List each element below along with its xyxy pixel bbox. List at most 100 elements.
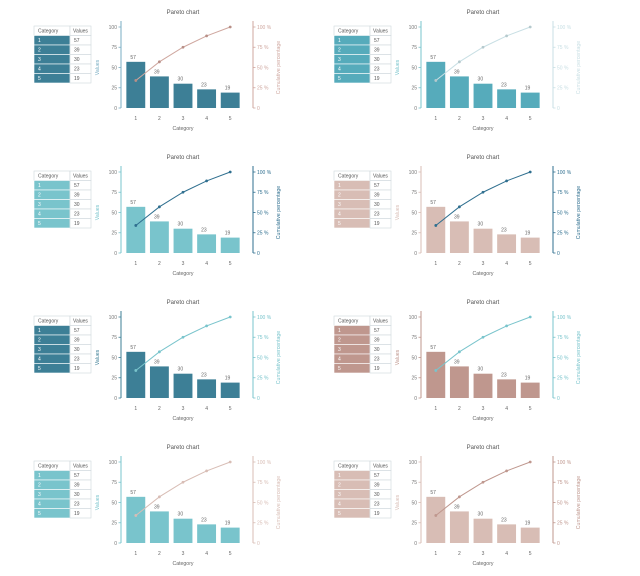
y2-tick-label: 50 % (557, 65, 569, 71)
chart-title: Pareto chart (167, 300, 200, 306)
bar-value-label: 30 (478, 77, 484, 83)
y2-axis-label: Cumulative percentage (576, 186, 582, 239)
y2-tick-label: 75 % (557, 190, 569, 196)
table-value-label: 23 (74, 212, 80, 218)
data-table: Category Values 1 57 2 39 3 30 4 23 5 19 (333, 460, 392, 519)
bar-value-label: 23 (201, 227, 207, 233)
bar-value-label: 23 (501, 82, 507, 88)
y2-tick-label: 0 (257, 251, 260, 257)
bar (197, 379, 217, 398)
cumulative-point (505, 179, 508, 183)
x-axis-label: Category (472, 561, 493, 567)
bar (149, 511, 169, 543)
y2-tick-label: 50 % (257, 355, 269, 361)
chart-title: Pareto chart (167, 10, 200, 16)
x-axis-label: Category (172, 561, 193, 567)
cumulative-line (435, 316, 531, 371)
y-tick-label: 100 (409, 460, 418, 466)
y-tick-label: 50 (111, 500, 117, 506)
table-category-label: 2 (38, 48, 41, 54)
bar (449, 221, 469, 253)
table-header-values: Values (373, 174, 388, 180)
y2-tick-label: 25 % (557, 231, 569, 237)
table-value-label: 19 (74, 366, 80, 372)
table-value-cell (69, 218, 92, 229)
table-value-label: 19 (74, 511, 80, 517)
y2-axis-label: Cumulative percentage (276, 476, 282, 529)
y-axis-label: Values (395, 349, 401, 365)
table-value-label: 23 (74, 67, 80, 73)
table-category-label: 3 (338, 347, 341, 353)
y2-tick-label: 50 % (557, 500, 569, 506)
bar (149, 366, 169, 398)
table-value-label: 19 (374, 221, 380, 227)
y2-tick-label: 100 % (557, 170, 572, 176)
bar-value-label: 57 (130, 345, 136, 351)
data-table: Category Values 1 57 2 39 3 30 4 23 5 19 (333, 170, 392, 229)
y-tick-label: 75 (411, 480, 417, 486)
table-value-label: 57 (374, 328, 380, 334)
y2-tick-label: 75 % (257, 45, 269, 51)
data-table: Category Values 1 57 2 39 3 30 4 23 5 19 (33, 460, 92, 519)
bar-value-label: 30 (178, 77, 184, 83)
cumulative-point (434, 224, 438, 227)
y-tick-label: 75 (111, 480, 117, 486)
x-axis-label: Category (472, 271, 493, 277)
y-tick-label: 0 (414, 396, 417, 402)
bar (520, 92, 540, 108)
x-tick-label: 1 (134, 551, 137, 557)
bar (173, 83, 193, 108)
table-value-label: 30 (74, 347, 80, 353)
bar (149, 221, 169, 253)
y2-tick-label: 25 % (257, 231, 269, 237)
chart-title: Pareto chart (467, 300, 500, 306)
y-tick-label: 50 (111, 355, 117, 361)
table-header-category: Category (338, 174, 359, 180)
x-tick-label: 2 (458, 116, 461, 122)
y-axis-label: Values (395, 494, 401, 510)
cumulative-line (135, 461, 231, 516)
bar-value-label: 23 (201, 82, 207, 88)
y2-tick-label: 100 % (257, 315, 272, 321)
table-value-label: 19 (74, 76, 80, 82)
table-header-category: Category (38, 319, 59, 325)
y-tick-label: 0 (114, 106, 117, 112)
table-category-label: 5 (38, 221, 41, 227)
y-axis-label: Values (95, 349, 101, 365)
y-tick-label: 50 (411, 65, 417, 71)
y-axis-label: Values (95, 59, 101, 75)
table-value-label: 30 (374, 347, 380, 353)
y-tick-label: 50 (111, 65, 117, 71)
x-tick-label: 4 (205, 116, 208, 122)
cumulative-point (458, 205, 461, 209)
y2-tick-label: 25 % (257, 86, 269, 92)
y-tick-label: 0 (114, 251, 117, 257)
y-tick-label: 25 (411, 521, 417, 527)
y2-tick-label: 100 % (557, 460, 572, 466)
y2-axis-label: Cumulative percentage (276, 186, 282, 239)
x-tick-label: 2 (458, 261, 461, 267)
cumulative-point (228, 315, 232, 319)
x-tick-label: 5 (529, 116, 532, 122)
x-tick-label: 4 (505, 551, 508, 557)
bar (126, 351, 146, 398)
table-header-values: Values (73, 29, 88, 35)
x-tick-label: 5 (229, 551, 232, 557)
y-tick-label: 100 (409, 25, 418, 31)
bar (497, 524, 517, 543)
cumulative-point (134, 224, 138, 227)
bar (449, 511, 469, 543)
cumulative-point (134, 369, 138, 372)
y2-tick-label: 25 % (557, 521, 569, 527)
bar (426, 206, 446, 253)
y2-tick-label: 75 % (557, 45, 569, 51)
table-value-label: 57 (74, 183, 80, 189)
x-tick-label: 5 (229, 116, 232, 122)
table-value-cell (369, 218, 392, 229)
cumulative-point (458, 350, 461, 354)
x-axis-label: Category (172, 126, 193, 132)
